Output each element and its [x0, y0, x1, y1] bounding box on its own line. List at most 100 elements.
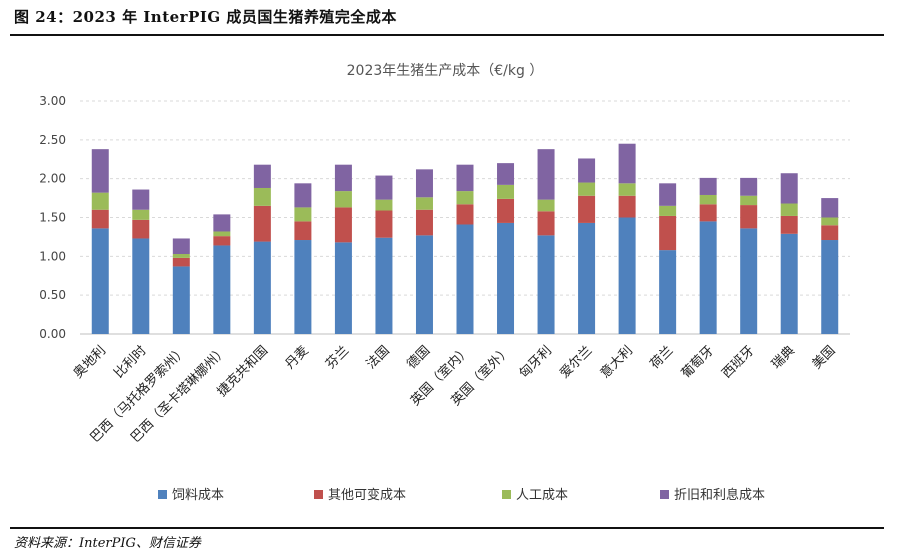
bar-segment	[659, 183, 677, 206]
bottom-divider	[10, 527, 884, 529]
legend-label: 人工成本	[516, 488, 568, 503]
x-category-label: 意大利	[597, 343, 636, 382]
bar-segment	[456, 164, 474, 192]
bar-segment	[91, 209, 109, 229]
legend-item: 人工成本	[502, 488, 568, 503]
bar-segment	[294, 183, 312, 208]
bar-segment	[821, 240, 839, 334]
bar-segment	[172, 266, 190, 334]
bar-segment	[334, 164, 352, 192]
bar-segment	[740, 205, 758, 229]
bar-segment	[456, 204, 474, 225]
x-category-label: 丹麦	[283, 343, 312, 372]
bar-segment	[821, 198, 839, 218]
bar-segment	[253, 241, 271, 334]
y-axis: 0.00 0.50 1.00 1.50 2.00 2.50 3.00	[39, 94, 66, 341]
bar-segment	[172, 254, 190, 258]
bar-segment	[618, 217, 636, 334]
bar-segment	[780, 203, 798, 216]
bar-segment	[740, 177, 758, 196]
x-category-label: 比利时	[111, 343, 149, 381]
bar-segment	[537, 149, 555, 200]
bar-segment	[132, 189, 150, 210]
bar-segment	[659, 205, 677, 216]
bar-segment	[618, 143, 636, 184]
chart-title: 2023年生猪生产成本（€/kg ）	[347, 63, 544, 79]
legend-label: 折旧和利息成本	[674, 487, 765, 503]
bar-segment	[375, 237, 393, 334]
legend-swatch	[660, 490, 669, 499]
bar-segment	[456, 224, 474, 334]
bar-segment	[537, 199, 555, 212]
bar-segment	[253, 187, 271, 206]
y-tick-label: 0.00	[39, 327, 66, 341]
bar-segment	[91, 149, 109, 193]
bar-segment	[253, 164, 271, 188]
bar-segment	[497, 163, 515, 185]
bar-segment	[213, 236, 231, 246]
x-category-label: 芬兰	[323, 343, 352, 372]
bar-segment	[537, 235, 555, 334]
y-tick-label: 1.50	[39, 211, 66, 225]
x-category-label: 爱尔兰	[557, 343, 595, 381]
bar-segment	[172, 238, 190, 255]
legend: 饲料成本 其他可变成本 人工成本 折旧和利息成本	[158, 487, 765, 503]
y-tick-label: 1.00	[39, 249, 66, 263]
legend-item: 折旧和利息成本	[660, 487, 765, 503]
source-note: 资料来源：InterPIG、财信证券	[14, 536, 201, 551]
bar-segment	[578, 222, 596, 334]
bar-segment	[334, 191, 352, 208]
legend-swatch	[502, 490, 511, 499]
bar-segment	[699, 177, 717, 195]
bar-segment	[415, 169, 433, 198]
bar-segment	[821, 217, 839, 226]
legend-swatch	[158, 490, 167, 499]
bar-segment	[618, 183, 636, 196]
bar-segment	[821, 225, 839, 241]
y-tick-label: 3.00	[39, 94, 66, 108]
x-category-label: 西班牙	[719, 343, 757, 381]
x-category-label: 荷兰	[647, 343, 676, 372]
legend-label: 饲料成本	[172, 488, 224, 503]
legend-swatch	[314, 490, 323, 499]
x-category-label: 奥地利	[71, 343, 109, 381]
bar-segment	[213, 245, 231, 334]
bar-segment	[659, 215, 677, 251]
bar-segment	[334, 207, 352, 243]
bar-segment	[415, 235, 433, 334]
bar-segment	[132, 219, 150, 239]
bar-segment	[334, 242, 352, 334]
bar-segment	[132, 238, 150, 334]
bar-segment	[415, 209, 433, 236]
legend-item: 其他可变成本	[314, 487, 406, 503]
bar-segment	[91, 192, 109, 210]
bar-segment	[578, 158, 596, 183]
bar-segment	[699, 194, 717, 205]
legend-item: 饲料成本	[158, 488, 224, 503]
figure-title: 图 24：2023 年 InterPIG 成员国生猪养殖完全成本	[14, 8, 397, 26]
bars	[91, 143, 839, 334]
legend-label: 其他可变成本	[328, 487, 406, 503]
bar-segment	[699, 204, 717, 222]
bar-segment	[375, 199, 393, 211]
bar-segment	[618, 195, 636, 218]
bar-segment	[497, 184, 515, 199]
bar-segment	[780, 233, 798, 334]
bar-segment	[497, 222, 515, 334]
x-category-label: 匈牙利	[517, 343, 555, 381]
bar-segment	[294, 207, 312, 222]
bar-segment	[172, 257, 190, 267]
x-category-label: 德国	[404, 343, 433, 372]
y-tick-label: 0.50	[39, 288, 66, 302]
bar-segment	[578, 195, 596, 223]
bar-segment	[497, 198, 515, 223]
bar-segment	[375, 210, 393, 238]
bar-segment	[294, 221, 312, 241]
bar-segment	[213, 214, 231, 232]
bar-segment	[294, 240, 312, 334]
x-category-label: 法国	[364, 343, 393, 372]
bar-segment	[213, 231, 231, 237]
bar-segment	[91, 228, 109, 334]
x-category-label: 美国	[810, 343, 839, 372]
